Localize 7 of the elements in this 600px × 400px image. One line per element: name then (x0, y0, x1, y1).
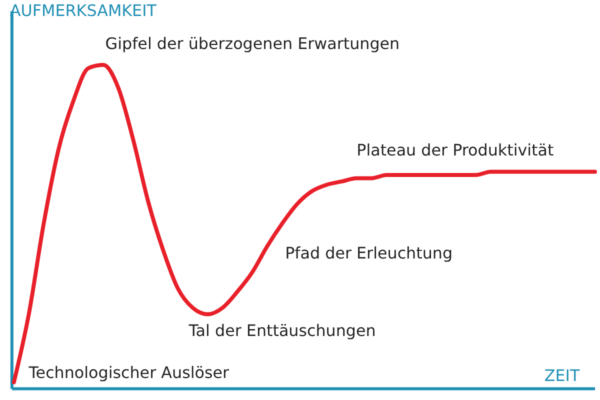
annotation: Tal der Enttäuschungen (188, 321, 376, 340)
y-axis-title: AUFMERKSAMKEIT (10, 1, 157, 20)
annotation: Technologischer Auslöser (28, 362, 230, 382)
annotation: Plateau der Produktivität (356, 140, 554, 160)
annotation: Pfad der Erleuchtung (285, 244, 453, 263)
x-axis-title: ZEIT (544, 366, 580, 385)
text: Gipfel der überzogenen Erwartungen (105, 34, 400, 54)
